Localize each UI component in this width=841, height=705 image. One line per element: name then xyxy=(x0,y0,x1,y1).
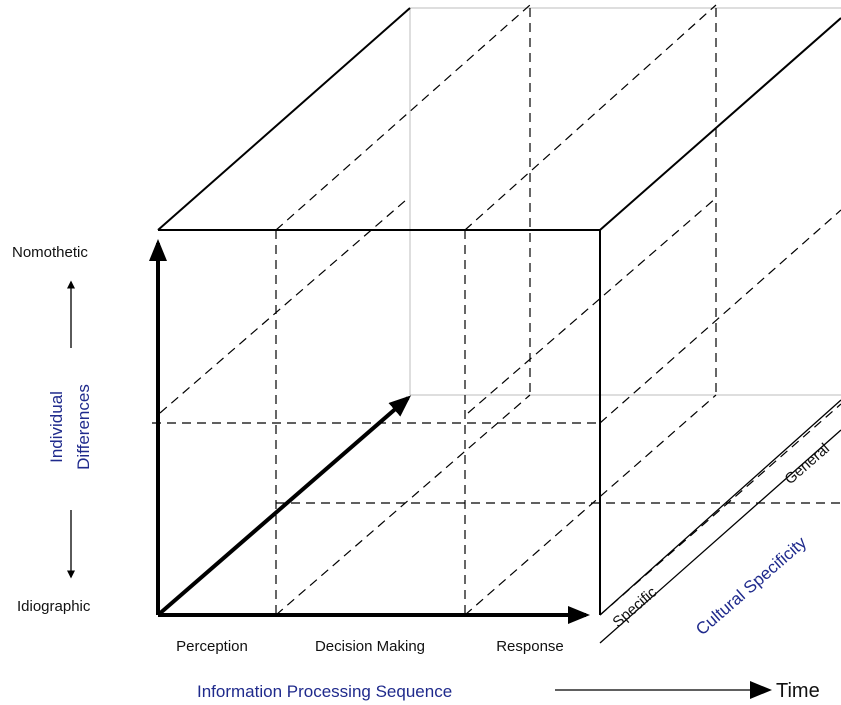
floor-diagonal-1 xyxy=(275,394,531,616)
info-processing-label: Information Processing Sequence xyxy=(197,682,452,701)
response-label: Response xyxy=(496,638,564,655)
cultural-specificity-axis xyxy=(156,395,412,617)
cube-edges xyxy=(157,7,841,644)
cultural-axis-line xyxy=(599,429,841,644)
floor-diagonal-2 xyxy=(464,394,717,616)
mid-depth-diagonal-left xyxy=(159,199,407,414)
specific-label: Specific xyxy=(609,583,660,631)
mid-depth-diagonal-right xyxy=(467,197,717,414)
individual-differences-label-line1: Individual xyxy=(47,391,66,463)
top-left-depth-edge xyxy=(157,7,411,231)
nomothetic-label: Nomothetic xyxy=(12,244,88,261)
top-diagonal-divider-2 xyxy=(464,4,717,231)
time-label: Time xyxy=(776,680,820,702)
top-diagonal-divider-1 xyxy=(275,4,531,231)
cultural-specificity-label: Cultural Specificity xyxy=(692,533,810,639)
perception-label: Perception xyxy=(176,638,248,655)
individual-differences-label-line2: Differences xyxy=(74,384,93,470)
decision-making-label: Decision Making xyxy=(315,638,425,655)
hidden-back-edges xyxy=(409,7,841,396)
general-label: General xyxy=(781,440,832,488)
mid-depth-diagonal-side xyxy=(599,209,841,424)
top-right-depth-edge xyxy=(599,17,841,231)
idiographic-label: Idiographic xyxy=(17,598,91,615)
dashed-grid xyxy=(152,4,841,616)
axes xyxy=(149,239,590,624)
bottom-right-depth-edge xyxy=(599,399,841,616)
